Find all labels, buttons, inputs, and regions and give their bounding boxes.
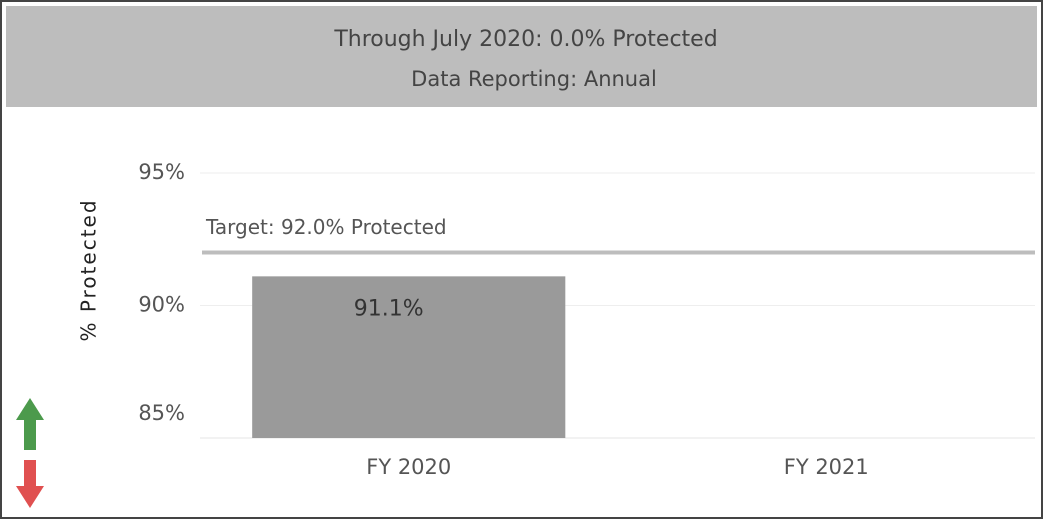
- up-arrow: [16, 398, 44, 450]
- down-arrow: [16, 460, 44, 508]
- target-label: Target: 92.0% Protected: [205, 215, 447, 239]
- y-axis-label: % Protected: [77, 198, 101, 341]
- header: [6, 6, 1037, 107]
- chart-title: Through July 2020: 0.0% Protected: [333, 27, 717, 52]
- y-tick-label: 85%: [138, 401, 185, 425]
- bar: [252, 276, 566, 438]
- x-tick-label: FY 2021: [784, 455, 869, 479]
- y-tick-label: 95%: [138, 160, 185, 184]
- value-label: 91.1%: [354, 296, 424, 321]
- y-tick-label: 90%: [138, 293, 185, 317]
- chart-subtitle: Data Reporting: Annual: [411, 67, 657, 91]
- x-tick-label: FY 2020: [366, 455, 451, 479]
